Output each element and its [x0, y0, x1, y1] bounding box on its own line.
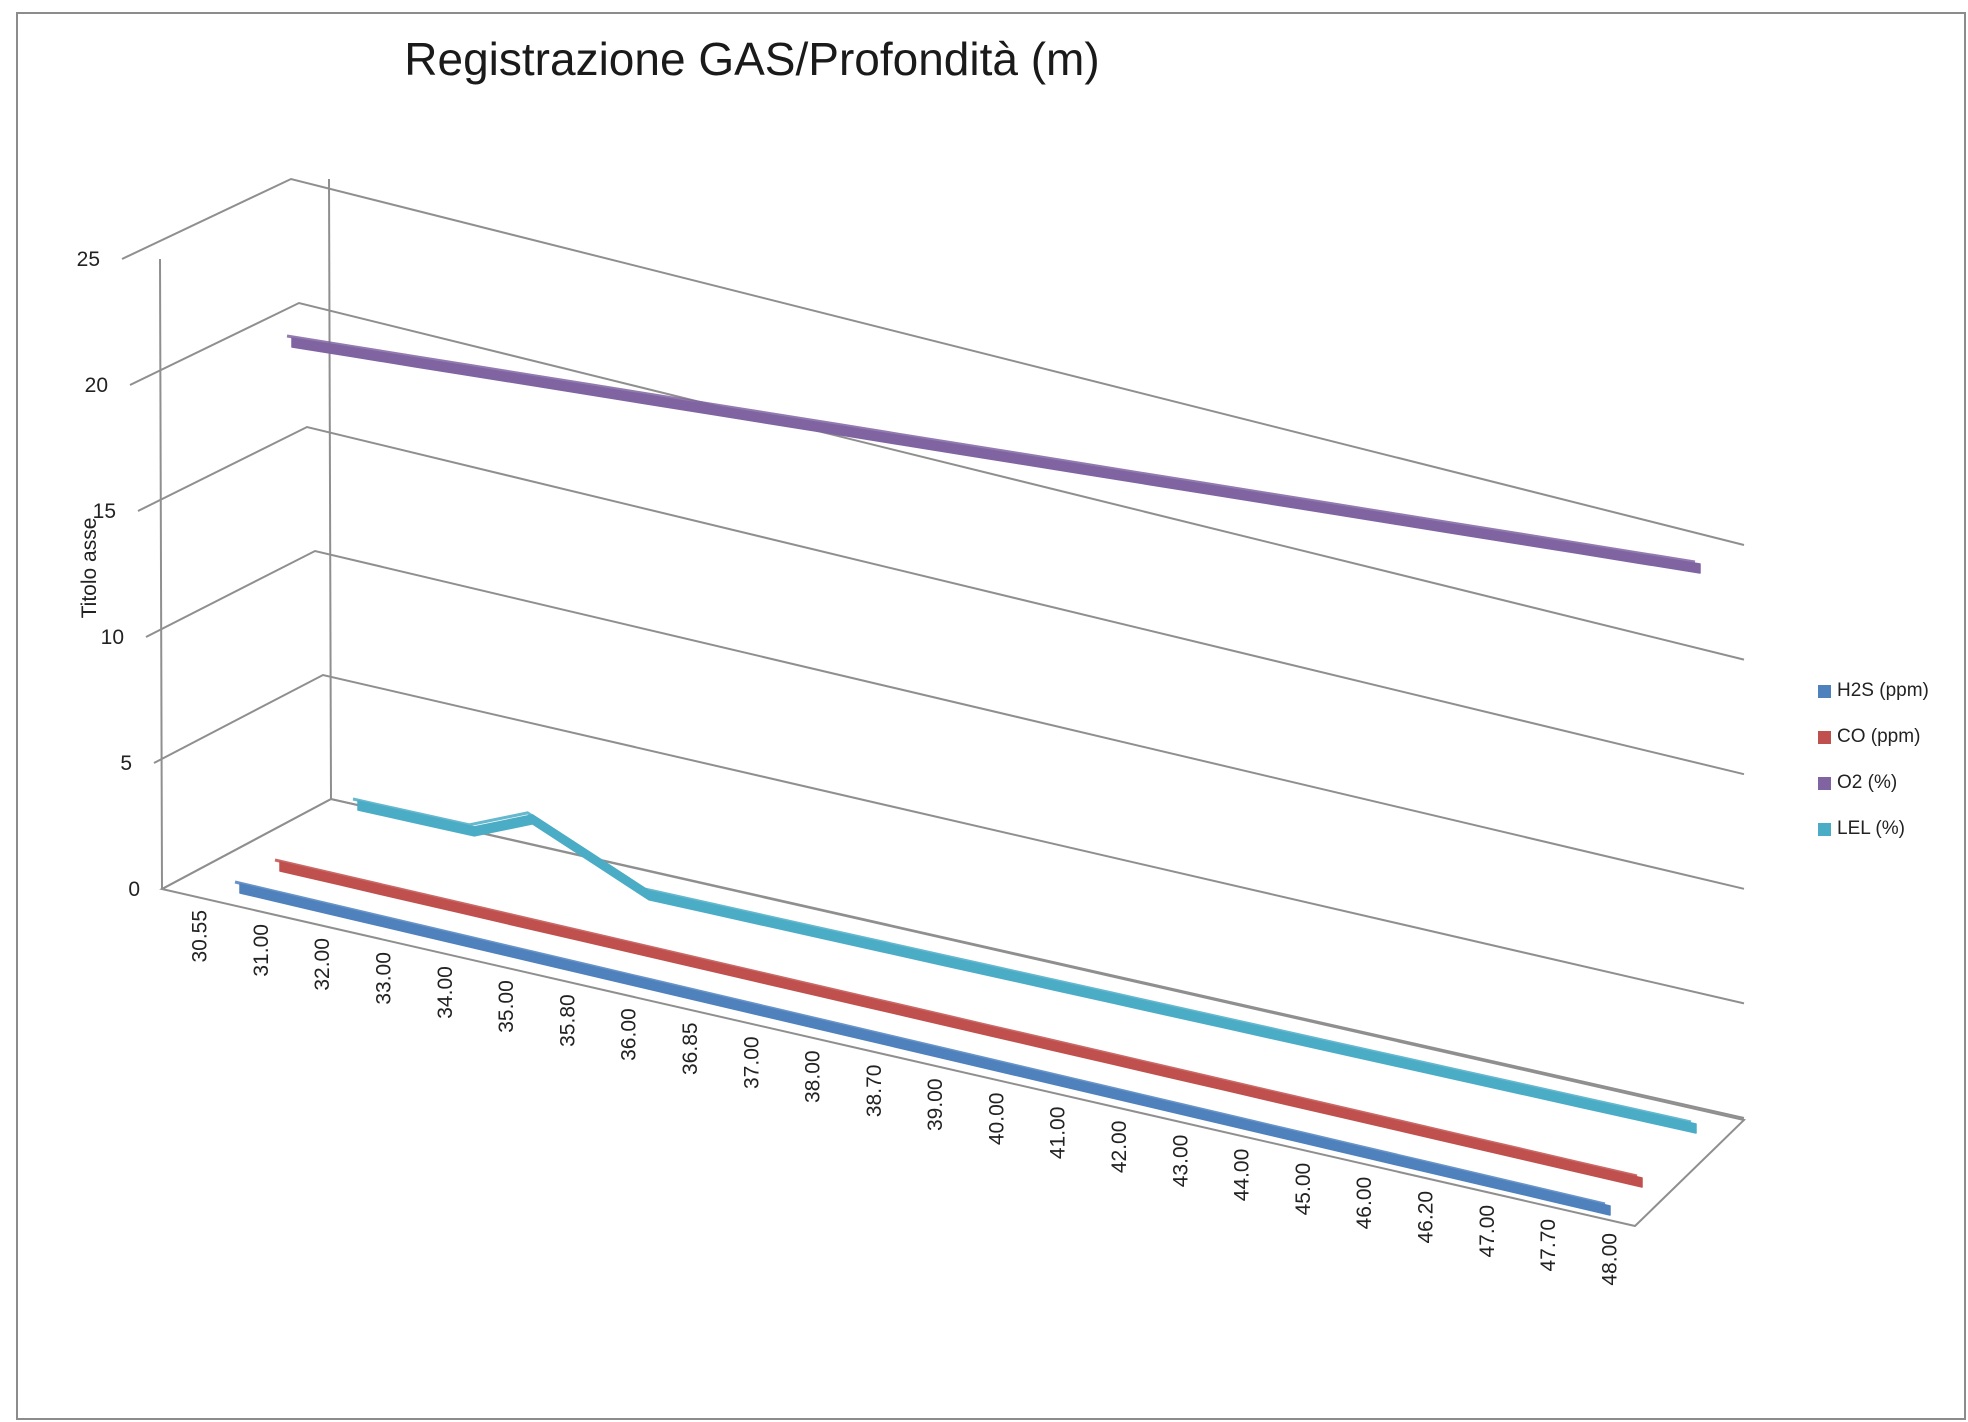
legend-label: O2 (%)	[1837, 772, 1898, 793]
x-tick-label: 47.00	[1476, 1205, 1499, 1258]
legend-swatch	[1818, 684, 1831, 698]
x-tick-label: 39.00	[924, 1078, 947, 1131]
x-tick-label: 36.00	[618, 1008, 641, 1061]
x-tick-label: 37.00	[740, 1036, 763, 1089]
y-axis-title: Titolo asse	[78, 518, 101, 619]
legend-label: LEL (%)	[1837, 818, 1905, 839]
x-tick-label: 44.00	[1231, 1149, 1254, 1202]
x-tick-label: 40.00	[985, 1093, 1008, 1146]
series-line	[286, 334, 1696, 564]
gridline	[153, 673, 1745, 1005]
x-tick-label: 30.55	[189, 910, 212, 963]
gridline	[137, 425, 1745, 776]
y-tick-label: 20	[85, 374, 108, 397]
legend-item: LEL (%)	[1818, 806, 1929, 852]
x-tick-label: 34.00	[434, 966, 457, 1019]
series-line	[274, 858, 1638, 1178]
y-tick-label: 25	[77, 248, 100, 271]
x-tick-label: 48.00	[1598, 1233, 1621, 1286]
x-tick-label: 46.00	[1353, 1177, 1376, 1230]
legend-item: O2 (%)	[1818, 760, 1929, 806]
y-tick-label: 15	[93, 500, 116, 523]
x-tick-label: 31.00	[250, 924, 273, 977]
back-corner-line	[328, 178, 332, 800]
series-line	[352, 797, 1692, 1124]
gridline	[145, 549, 1745, 890]
y-tick-label: 5	[120, 752, 132, 775]
x-tick-label: 38.00	[802, 1050, 825, 1103]
series-ribbon	[291, 337, 1701, 574]
y-tick-label: 0	[128, 878, 140, 901]
legend: H2S (ppm) CO (ppm) O2 (%) LEL (%)	[1818, 668, 1929, 852]
x-tick-label: 46.20	[1414, 1191, 1437, 1244]
x-tick-label: 42.00	[1108, 1121, 1131, 1174]
x-tick-label: 35.80	[556, 994, 579, 1047]
x-tick-label: 43.00	[1169, 1135, 1192, 1188]
chart-title: Registrazione GAS/Profondità (m)	[404, 33, 1100, 85]
legend-label: CO (ppm)	[1837, 726, 1921, 747]
gridline	[121, 177, 1745, 546]
series-line	[234, 880, 1606, 1206]
y-axis-line	[159, 258, 163, 890]
legend-swatch	[1818, 730, 1831, 744]
x-tick-label: 45.00	[1292, 1163, 1315, 1216]
x-tick-label: 32.00	[311, 938, 334, 991]
x-tick-label: 41.00	[1047, 1107, 1070, 1160]
legend-label: H2S (ppm)	[1837, 680, 1929, 701]
x-tick-label: 33.00	[373, 952, 396, 1005]
legend-item: H2S (ppm)	[1818, 668, 1929, 714]
x-tick-label: 47.70	[1537, 1219, 1560, 1272]
series-ribbon	[279, 861, 1643, 1188]
x-tick-label: 38.70	[863, 1065, 886, 1118]
legend-item: CO (ppm)	[1818, 714, 1929, 760]
legend-swatch	[1818, 822, 1831, 836]
floor	[159, 797, 1747, 1228]
gridline	[129, 301, 1745, 661]
y-tick-label: 10	[101, 626, 124, 649]
x-tick-label: 36.85	[679, 1022, 702, 1075]
legend-swatch	[1818, 776, 1831, 790]
x-tick-label: 35.00	[495, 980, 518, 1033]
